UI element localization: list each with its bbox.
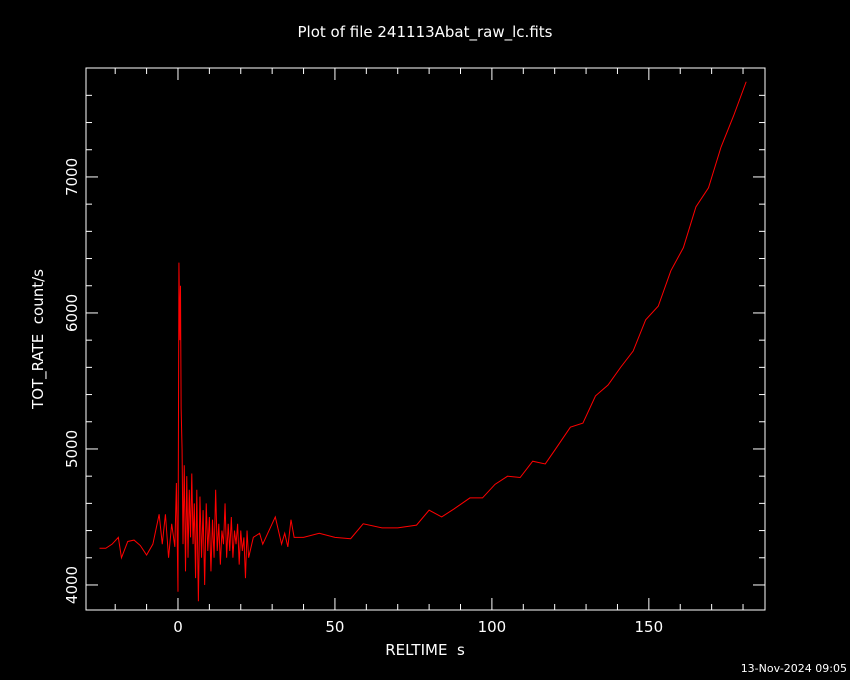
light-curve — [99, 81, 747, 602]
x-tick-label: 50 — [325, 618, 344, 636]
y-tick-label: 6000 — [63, 294, 81, 332]
y-tick-label: 5000 — [63, 430, 81, 468]
x-tick-label: 100 — [478, 618, 507, 636]
y-tick-label: 4000 — [63, 566, 81, 604]
x-tick-label: 0 — [173, 618, 183, 636]
y-tick-label: 7000 — [63, 158, 81, 196]
footer-timestamp: 13-Nov-2024 09:05 — [741, 662, 847, 675]
y-axis-label: TOT_RATE count/s — [29, 269, 48, 410]
x-axis-label: RELTIME s — [385, 641, 465, 659]
plot-frame — [85, 67, 766, 611]
chart-title: Plot of file 241113Abat_raw_lc.fits — [298, 23, 553, 42]
x-tick-label: 150 — [635, 618, 664, 636]
